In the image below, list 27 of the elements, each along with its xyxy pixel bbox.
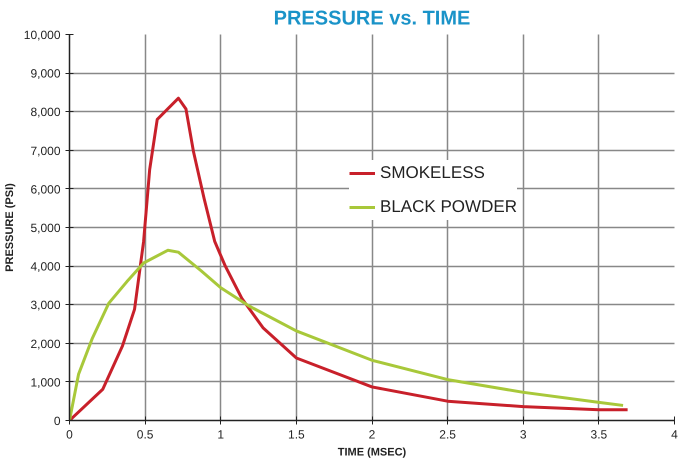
- x-tick-label: 1: [217, 428, 224, 442]
- y-tick-label: 5,000: [30, 221, 61, 235]
- line-series: [70, 96, 630, 420]
- y-tick-label: 7,000: [30, 144, 61, 158]
- y-tick-label: 6,000: [30, 182, 61, 196]
- y-tick-label: 2,000: [30, 336, 61, 351]
- y-tick-label: 0: [54, 414, 61, 428]
- chart-title: PRESSURE vs. TIME: [274, 8, 470, 30]
- x-tick-label: 3.5: [590, 428, 608, 442]
- y-tick-label: 9,000: [30, 66, 61, 81]
- y-tick-label: 4,000: [30, 260, 61, 274]
- x-axis-title: TIME (MSEC): [338, 446, 407, 458]
- legend-label: BLACK POWDER: [380, 197, 517, 217]
- x-tick-label: 1.5: [288, 428, 306, 442]
- x-tick-label: 2: [368, 428, 376, 442]
- x-tick-label: 4: [671, 428, 678, 442]
- y-tick-label: 3,000: [30, 298, 61, 312]
- x-tick-label: 0.5: [136, 428, 154, 442]
- x-tick-label: 0: [66, 428, 74, 442]
- legend-label: SMOKELESS: [380, 163, 485, 183]
- y-tick-label: 8,000: [30, 105, 61, 120]
- x-tick-label: 3: [520, 428, 527, 442]
- line-series: [70, 248, 625, 420]
- y-axis-title: PRESSURE (PSI): [4, 182, 16, 272]
- y-tick-label: 10,000: [24, 28, 61, 42]
- y-tick-label: 1,000: [30, 375, 61, 390]
- x-tick-label: 2.5: [439, 428, 456, 442]
